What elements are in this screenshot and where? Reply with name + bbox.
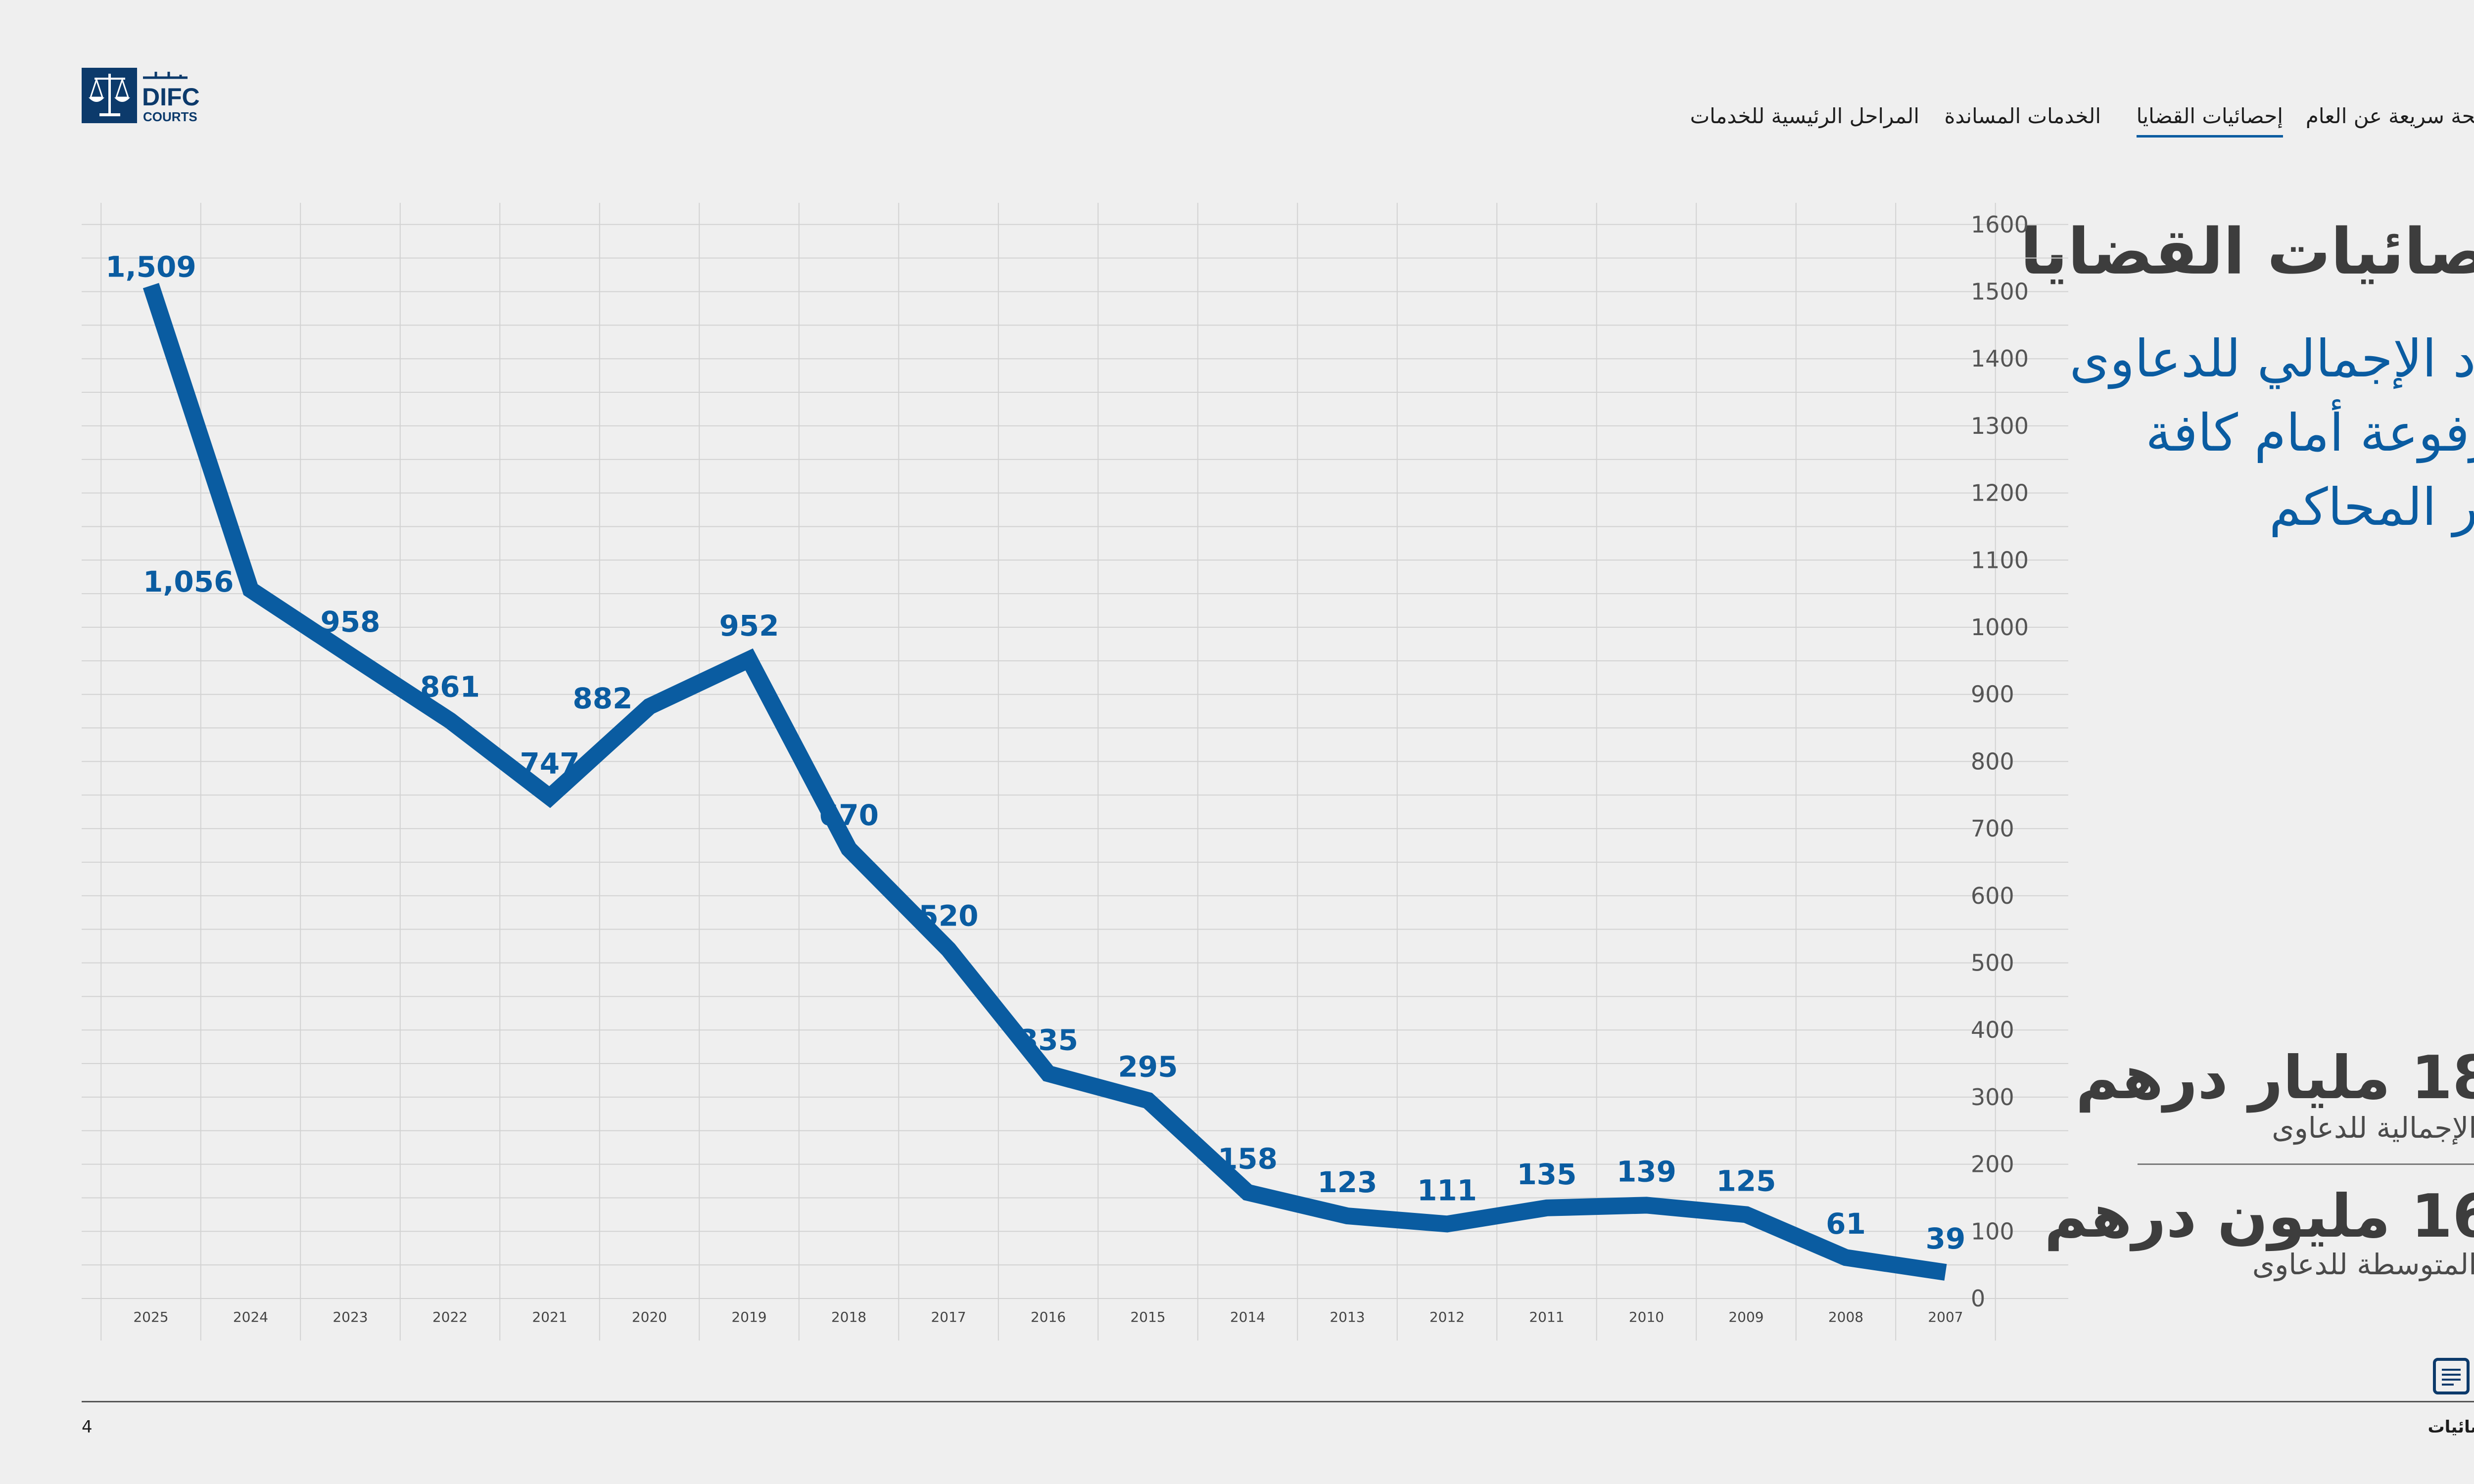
y-tick-label: 100 xyxy=(1971,1218,2014,1245)
x-tick-label: 2019 xyxy=(731,1309,766,1325)
data-label: 952 xyxy=(719,609,779,643)
data-label: 335 xyxy=(1018,1023,1078,1057)
data-label: 111 xyxy=(1417,1173,1477,1207)
data-label: 670 xyxy=(819,798,879,832)
stat-total-value: 18.6 مليار درهم xyxy=(2075,1044,2474,1113)
page-number: 4 xyxy=(82,1417,93,1437)
data-label: 958 xyxy=(320,605,380,639)
data-label: 61 xyxy=(1826,1207,1866,1241)
y-tick-label: 1600 xyxy=(1971,211,2029,238)
x-tick-label: 2018 xyxy=(831,1309,866,1325)
x-tick-label: 2024 xyxy=(233,1309,268,1325)
x-tick-label: 2023 xyxy=(333,1309,368,1325)
data-label: 39 xyxy=(1926,1222,1966,1255)
y-tick-label: 600 xyxy=(1971,882,2014,909)
y-tick-label: 400 xyxy=(1971,1017,2014,1043)
y-tick-label: 200 xyxy=(1971,1151,2014,1178)
y-tick-label: 1400 xyxy=(1971,345,2029,372)
data-label: 520 xyxy=(918,899,978,932)
x-tick-label: 2008 xyxy=(1828,1309,1863,1325)
y-tick-label: 1300 xyxy=(1971,413,2029,439)
data-label: 861 xyxy=(420,670,480,704)
data-label: 125 xyxy=(1716,1164,1776,1198)
x-tick-label: 2017 xyxy=(931,1309,966,1325)
stat-average-value: 16.7 مليون درهم xyxy=(2044,1182,2474,1251)
data-label: 747 xyxy=(520,746,579,780)
footer-divider xyxy=(82,1401,2474,1402)
x-tick-label: 2020 xyxy=(632,1309,667,1325)
logo-text-main: DIFC xyxy=(142,83,200,111)
x-tick-label: 2010 xyxy=(1629,1309,1664,1325)
page-title: إحصائيات القضايا xyxy=(2020,215,2474,289)
data-label: 295 xyxy=(1118,1050,1178,1084)
y-tick-label: 700 xyxy=(1971,815,2014,842)
x-tick-label: 2007 xyxy=(1928,1309,1963,1325)
y-tick-label: 0 xyxy=(1971,1285,1985,1312)
stat-average-label: القيمة المتوسطة للدعاوى xyxy=(2252,1248,2474,1281)
x-tick-label: 2021 xyxy=(532,1309,567,1325)
page-subtitle: العدد الإجمالي للدعاوى المرفوعة أمام كاف… xyxy=(2069,328,2474,537)
data-label: 139 xyxy=(1617,1155,1676,1188)
x-tick-label: 2015 xyxy=(1130,1309,1165,1325)
x-tick-label: 2009 xyxy=(1728,1309,1763,1325)
stat-total-label: القيمة الإجمالية للدعاوى xyxy=(2272,1111,2474,1145)
data-label: 135 xyxy=(1517,1158,1576,1191)
nav-item-support-services[interactable]: الخدمات المساندة xyxy=(1944,104,2101,128)
x-tick-label: 2022 xyxy=(432,1309,468,1325)
list-view-button[interactable] xyxy=(2433,1358,2470,1394)
data-label: 882 xyxy=(572,682,632,715)
x-tick-label: 2013 xyxy=(1330,1309,1365,1325)
difc-courts-logo: DIFC COURTS xyxy=(82,68,200,124)
footer-doc-title: 2025 إحصائيات xyxy=(2427,1417,2474,1437)
x-tick-label: 2016 xyxy=(1031,1309,1066,1325)
nav-item-case-statistics[interactable]: إحصائيات القضايا xyxy=(2136,101,2283,138)
y-tick-label: 1200 xyxy=(1971,480,2029,507)
data-label: 158 xyxy=(1218,1142,1278,1176)
logo-text-sub: COURTS xyxy=(143,109,197,124)
data-label: 123 xyxy=(1317,1165,1377,1199)
y-tick-label: 900 xyxy=(1971,681,2014,708)
series-line xyxy=(143,282,1947,1281)
x-tick-label: 2012 xyxy=(1429,1309,1465,1325)
stat-divider xyxy=(2138,1163,2474,1165)
y-tick-label: 800 xyxy=(1971,748,2014,775)
data-label: 1,509 xyxy=(105,250,196,283)
y-tick-label: 300 xyxy=(1971,1084,2014,1111)
y-tick-label: 500 xyxy=(1971,950,2014,976)
x-tick-label: 2025 xyxy=(133,1309,168,1325)
data-label: 1,056 xyxy=(143,565,234,599)
x-tick-label: 2014 xyxy=(1230,1309,1265,1325)
scales-of-justice-icon xyxy=(82,68,137,123)
y-tick-label: 1100 xyxy=(1971,547,2029,573)
nav-item-service-milestones[interactable]: المراحل الرئيسية للخدمات xyxy=(1690,104,1919,128)
y-tick-label: 1500 xyxy=(1971,278,2029,305)
nav-item-year-overview[interactable]: لمحة سريعة عن العام xyxy=(2305,104,2474,128)
x-tick-label: 2011 xyxy=(1529,1309,1564,1325)
list-icon xyxy=(2442,1369,2461,1386)
y-tick-label: 1000 xyxy=(1971,614,2029,641)
